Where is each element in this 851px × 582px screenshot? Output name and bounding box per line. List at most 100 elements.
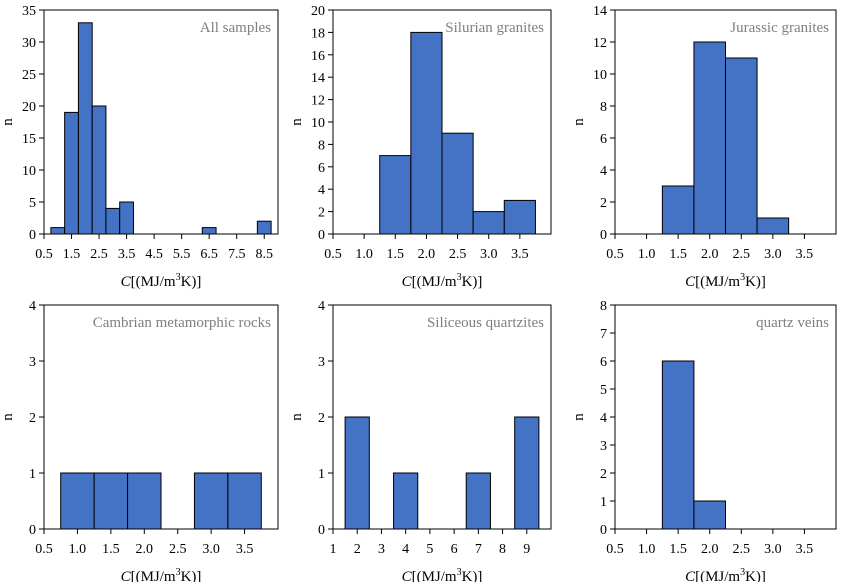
y-tick-label: 10 [311,116,325,131]
y-tick-label: 1 [29,467,36,482]
y-tick-label: 0 [600,523,607,538]
x-axis-label-symbol: C [121,274,132,290]
x-tick-label: 0.5 [606,542,624,557]
y-tick-label: 6 [600,355,607,370]
histogram-bar [393,472,419,530]
histogram-panel-1: 0 5 10 15 20 25 30 35 0.5 1.5 2.5 3.5 4.5 5.5 6.5 7.5 8.… [0,4,279,290]
x-axis-label: C[(MJ/m3K)] [402,567,483,582]
y-tick-label: 2 [29,411,36,426]
x-axis-label: C[(MJ/m3K)] [685,567,766,582]
y-tick-label: 2 [318,206,325,221]
histogram-bar [127,472,162,530]
y-tick-label: 0 [29,523,36,538]
x-tick-label: 2.0 [701,542,719,557]
panel-title: Silurian granites [445,20,544,36]
x-tick-label: 0.5 [35,247,53,262]
x-tick-label: 6 [451,542,458,557]
y-tick-label: 5 [29,196,36,211]
y-tick-label: 5 [600,383,607,398]
x-tick-label: 4.5 [145,247,163,262]
histogram-bar [50,227,66,235]
x-tick-label: 3.5 [118,247,136,262]
histogram-bar [441,132,474,235]
histogram-panel-4: 0 1 2 3 4 0.5 1.0 1.5 2.0 2.5 3.0 3.5 Cambrian metam… [0,299,279,582]
y-tick-label: 2 [600,196,607,211]
x-tick-label: 1.0 [69,542,87,557]
y-tick-label: 4 [318,299,325,314]
x-axis-label-symbol: C [685,569,696,582]
x-axis-label-unit: [(MJ/m [131,274,176,290]
y-tick-label: 4 [29,299,36,314]
y-tick-label: 0 [600,228,607,243]
histogram-bar [77,22,93,235]
x-axis-label-unit-end: K)] [745,274,766,290]
x-tick-label: 1.5 [102,542,120,557]
x-tick-label: 6.5 [200,247,218,262]
x-axis-label: C[(MJ/m3K)] [121,567,202,582]
x-tick-label: 1.0 [638,247,656,262]
y-tick-label: 25 [22,68,36,83]
panel-title: quartz veins [756,315,829,331]
x-tick-label: 3.0 [480,247,498,262]
x-axis-label-unit-end: K)] [181,569,202,582]
y-tick-label: 3 [318,355,325,370]
y-tick-label: 0 [318,228,325,243]
histogram-bar [756,217,790,235]
x-tick-label: 1.5 [669,542,687,557]
x-axis-label-symbol: C [402,569,413,582]
y-tick-label: 35 [22,4,36,19]
x-tick-label: 1.0 [355,247,373,262]
y-axis-label: n [289,413,305,421]
x-axis-label: C[(MJ/m3K)] [121,272,202,290]
y-tick-label: 10 [22,164,36,179]
x-axis-label: C[(MJ/m3K)] [402,272,483,290]
histogram-bar [119,201,134,235]
y-tick-label: 0 [29,228,36,243]
histogram-bar [472,211,505,235]
x-tick-label: 8.5 [255,247,273,262]
x-tick-label: 1.0 [638,542,656,557]
x-tick-label: 3.0 [202,542,220,557]
x-tick-label: 2.5 [449,247,467,262]
y-tick-label: 4 [600,411,607,426]
y-tick-label: 4 [318,183,325,198]
histogram-bar [465,472,491,530]
y-tick-label: 6 [600,132,607,147]
plot-frame [43,9,279,235]
histogram-bar [503,199,536,235]
x-axis-label-unit-end: K)] [462,569,483,582]
x-axis-label-exponent: 3 [740,567,745,578]
x-tick-label: 2.5 [90,247,108,262]
x-axis-label-exponent: 3 [176,272,181,283]
histogram-bar [93,472,129,530]
x-axis-label-symbol: C [402,274,413,290]
x-tick-label: 8 [499,542,506,557]
y-tick-label: 3 [600,439,607,454]
y-tick-label: 4 [600,164,607,179]
histogram-bar [725,57,758,235]
panel-title: Jurassic granites [730,20,829,36]
x-tick-label: 3.5 [796,542,814,557]
y-tick-label: 10 [593,68,607,83]
x-axis-label-unit-end: K)] [745,569,766,582]
x-tick-label: 3.5 [511,247,529,262]
plot-frame [614,304,837,530]
panel-title: Cambrian metamorphic rocks [93,315,271,331]
x-tick-label: 1.5 [63,247,81,262]
y-tick-label: 14 [311,71,325,86]
x-tick-label: 3.5 [236,542,254,557]
histogram-bar [693,41,727,235]
histogram-bar [227,472,262,530]
y-tick-label: 7 [600,327,607,342]
y-tick-label: 15 [22,132,36,147]
histogram-panel-2: 0 2 4 6 8 10 12 14 16 18 20 0.5 1.0 1.5 2.0 2.5 3.0 3.5 Si… [289,4,552,290]
y-tick-label: 2 [318,411,325,426]
y-tick-label: 30 [22,36,36,51]
x-tick-label: 2.0 [418,247,436,262]
histogram-bar [693,500,727,530]
x-axis-label-exponent: 3 [740,272,745,283]
y-tick-label: 1 [318,467,325,482]
y-axis-label: n [571,118,587,126]
x-axis-label-exponent: 3 [457,272,462,283]
